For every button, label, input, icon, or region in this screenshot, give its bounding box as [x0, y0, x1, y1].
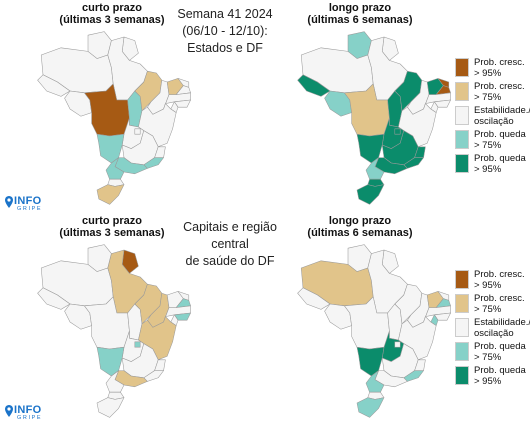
- legend-swatch: [455, 154, 469, 173]
- legend-label-line1: Estabilidade./: [474, 105, 530, 116]
- legend-item: Prob. cresc. > 75%: [455, 293, 530, 318]
- legend-label-line1: Estabilidade./: [474, 317, 530, 328]
- legend-swatch: [455, 58, 469, 77]
- bottom-left-map: [37, 244, 191, 418]
- legend-label: Prob. queda > 75%: [474, 341, 526, 363]
- legend-swatch: [455, 342, 469, 361]
- legend-label-line1: Prob. cresc.: [474, 293, 525, 304]
- legend-swatch: [455, 270, 469, 289]
- legend-label: Prob. queda > 95%: [474, 365, 526, 387]
- top-right-map: [297, 31, 451, 205]
- legend-swatch: [455, 106, 469, 125]
- legend-item: Prob. cresc. > 95%: [455, 269, 530, 294]
- legend-label: Prob. cresc. > 75%: [474, 81, 525, 103]
- legend-label-line2: > 75%: [474, 139, 502, 151]
- top-center-title-line2: (06/10 - 12/10):: [182, 24, 268, 38]
- legend-item: Prob. queda > 75%: [455, 341, 530, 366]
- bottom-logo-sub-text: GRIPE: [17, 415, 43, 421]
- bottom-logo-pin-icon: [5, 405, 13, 417]
- legend-swatch: [455, 130, 469, 149]
- legend-label-line2: > 95%: [474, 279, 502, 291]
- bottom-legend: Prob. cresc. > 95% Prob. cresc. > 75% Estabi…: [455, 269, 530, 400]
- legend-label-line1: Prob. cresc.: [474, 81, 525, 92]
- top-center-title: Semana 41 2024 (06/10 - 12/10): Estados …: [170, 6, 280, 57]
- state-rs: [96, 397, 125, 418]
- legend-label-line2: > 95%: [474, 67, 502, 79]
- legend-label: Estabilidade./oscilação: [474, 105, 530, 127]
- state-pr: [105, 157, 125, 180]
- bottom-right-map: [297, 244, 451, 418]
- state-rs: [96, 184, 125, 205]
- bottom-right-title-line2: (últimas 6 semanas): [307, 227, 413, 239]
- top-left-title-line2: (últimas 3 semanas): [59, 14, 165, 26]
- state-df: [394, 128, 401, 135]
- top-right-panel-title: longo prazo (últimas 6 semanas): [300, 2, 420, 26]
- state-rs: [356, 397, 385, 418]
- top-left-panel-title: curto prazo (últimas 3 semanas): [52, 2, 172, 26]
- top-right-title-line1: longo prazo: [328, 2, 392, 14]
- bottom-left-title-line1: curto prazo: [82, 215, 142, 227]
- bottom-center-title-line1: Capitais e região central: [183, 220, 277, 251]
- state-df: [394, 341, 401, 348]
- legend-swatch: [455, 318, 469, 337]
- bottom-left-panel-title: curto prazo (últimas 3 semanas): [52, 215, 172, 239]
- top-center-title-line3: Estados e DF: [187, 41, 263, 55]
- state-pr: [365, 157, 385, 180]
- legend-label-line1: Prob. queda: [474, 365, 526, 376]
- legend-label-line1: Prob. queda: [474, 153, 526, 164]
- legend-item: Prob. queda > 75%: [455, 129, 530, 154]
- legend-label-line2: > 75%: [474, 303, 502, 315]
- legend-item: Prob. queda > 95%: [455, 365, 530, 390]
- legend-swatch: [455, 294, 469, 313]
- state-rs: [356, 184, 385, 205]
- legend-label-line2: oscilação: [474, 327, 514, 339]
- legend-label: Prob. queda > 95%: [474, 153, 526, 175]
- legend-label: Prob. cresc. > 95%: [474, 57, 525, 79]
- top-left-map: [37, 31, 191, 205]
- bottom-center-title-line2: de saúde do DF: [185, 254, 275, 268]
- legend-label: Prob. queda > 75%: [474, 129, 526, 151]
- legend-label-line1: Prob. cresc.: [474, 57, 525, 68]
- legend-item: Prob. queda > 95%: [455, 153, 530, 178]
- bottom-left-title-line2: (últimas 3 semanas): [59, 227, 165, 239]
- top-right-title-line2: (últimas 6 semanas): [307, 14, 413, 26]
- legend-label-line2: > 75%: [474, 351, 502, 363]
- legend-label-line2: > 95%: [474, 163, 502, 175]
- state-df: [134, 341, 141, 348]
- top-logo-sub-text: GRIPE: [17, 206, 43, 212]
- legend-item: Estabilidade./oscilação: [455, 317, 530, 342]
- legend-item: Estabilidade./oscilação: [455, 105, 530, 130]
- top-legend: Prob. cresc. > 95% Prob. cresc. > 75% Estabi…: [455, 57, 530, 188]
- top-left-title-line1: curto prazo: [82, 2, 142, 14]
- bottom-right-panel-title: longo prazo (últimas 6 semanas): [300, 215, 420, 239]
- bottom-infogripe-logo: INFO GRIPE: [5, 404, 45, 424]
- legend-label-line1: Prob. queda: [474, 341, 526, 352]
- bottom-logo-main-text: INFO: [14, 404, 42, 416]
- legend-label-line1: Prob. queda: [474, 129, 526, 140]
- top-logo-pin-icon: [5, 196, 13, 208]
- state-df: [134, 128, 141, 135]
- legend-label-line2: > 95%: [474, 375, 502, 387]
- top-infogripe-logo: INFO GRIPE: [5, 195, 45, 215]
- top-logo-main-text: INFO: [14, 195, 42, 207]
- legend-label: Estabilidade./oscilação: [474, 317, 530, 339]
- legend-swatch: [455, 82, 469, 101]
- bottom-center-title: Capitais e região central de saúde do DF: [165, 219, 295, 270]
- legend-item: Prob. cresc. > 95%: [455, 57, 530, 82]
- state-pr: [365, 370, 385, 393]
- legend-label-line2: oscilação: [474, 115, 514, 127]
- legend-swatch: [455, 366, 469, 385]
- legend-label: Prob. cresc. > 75%: [474, 293, 525, 315]
- legend-label-line2: > 75%: [474, 91, 502, 103]
- legend-label-line1: Prob. cresc.: [474, 269, 525, 280]
- legend-item: Prob. cresc. > 75%: [455, 81, 530, 106]
- bottom-right-title-line1: longo prazo: [328, 215, 392, 227]
- state-pr: [105, 370, 125, 393]
- top-center-title-line1: Semana 41 2024: [177, 7, 273, 21]
- legend-label: Prob. cresc. > 95%: [474, 269, 525, 291]
